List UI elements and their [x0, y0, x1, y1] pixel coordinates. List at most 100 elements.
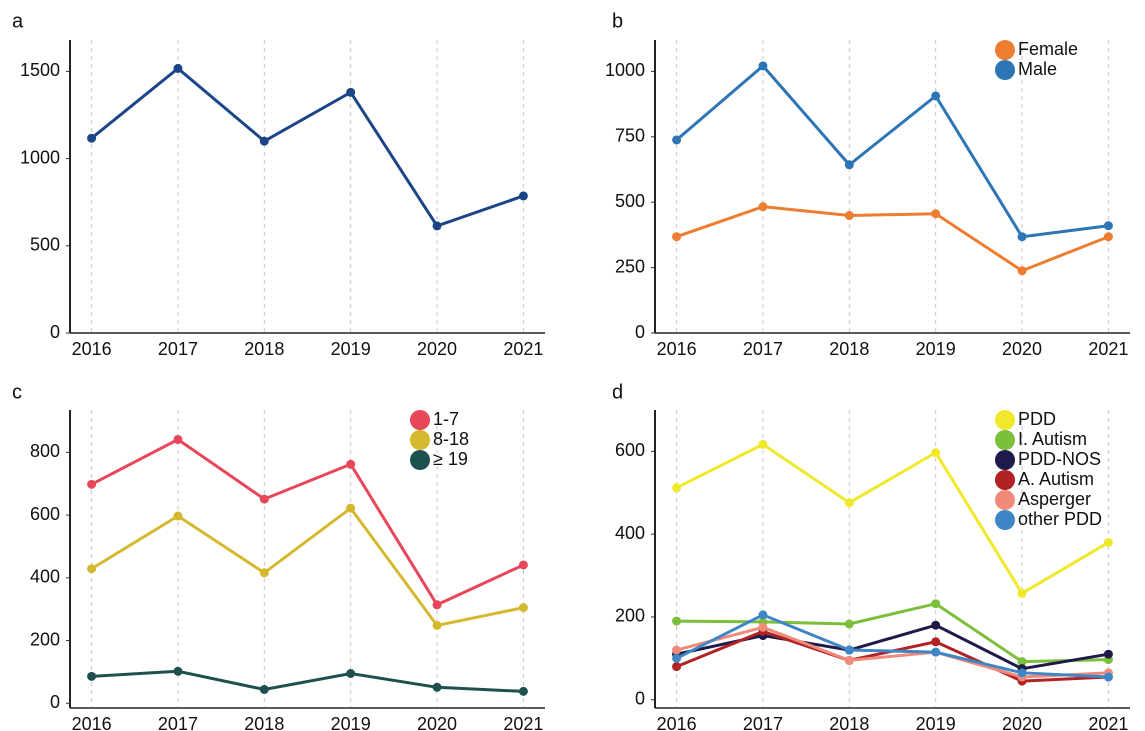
data-point: [758, 610, 768, 620]
data-point: [844, 655, 854, 665]
y-tick-label: 800: [30, 441, 60, 461]
data-point: [672, 662, 682, 672]
data-point: [1103, 232, 1113, 242]
data-point: [1017, 657, 1027, 667]
data-point: [844, 211, 854, 221]
legend-marker: [995, 490, 1015, 510]
legend-label: ≥ 19: [433, 449, 468, 469]
legend-marker: [995, 60, 1015, 80]
legend-label: Male: [1018, 59, 1057, 79]
data-point: [346, 459, 356, 469]
x-tick-label: 2021: [1088, 339, 1128, 359]
y-tick-label: 0: [635, 322, 645, 342]
legend-label: 8-18: [433, 429, 469, 449]
data-point: [931, 637, 941, 647]
data-point: [844, 645, 854, 655]
legend-label: PDD: [1018, 409, 1056, 429]
legend-marker: [995, 510, 1015, 530]
x-tick-label: 2016: [657, 339, 697, 359]
legend-marker: [410, 430, 430, 450]
x-tick-label: 2018: [829, 714, 869, 731]
data-point: [87, 564, 97, 574]
y-tick-label: 200: [30, 629, 60, 649]
x-tick-label: 2021: [503, 714, 543, 731]
data-point: [173, 511, 183, 521]
data-point: [931, 620, 941, 630]
data-point: [518, 603, 528, 613]
data-point: [1103, 649, 1113, 659]
data-point: [518, 191, 528, 201]
series-line: [675, 613, 1109, 679]
x-tick-label: 2021: [503, 339, 543, 359]
data-point: [1103, 537, 1113, 547]
x-tick-label: 2019: [331, 714, 371, 731]
x-tick-label: 2016: [72, 714, 112, 731]
legend-label: Asperger: [1018, 489, 1091, 509]
data-point: [87, 133, 97, 143]
x-tick-label: 2017: [158, 714, 198, 731]
series-line: [91, 669, 524, 693]
series-line: [90, 506, 524, 628]
panel-label: b: [612, 10, 623, 32]
x-tick-label: 2018: [244, 339, 284, 359]
data-point: [1017, 232, 1027, 242]
data-point: [259, 568, 269, 578]
y-tick-label: 1000: [20, 147, 60, 167]
data-point: [346, 668, 356, 678]
panel-label: d: [612, 381, 623, 403]
y-tick-label: 1500: [20, 60, 60, 80]
x-tick-label: 2017: [158, 339, 198, 359]
x-tick-label: 2018: [829, 339, 869, 359]
data-point: [346, 503, 356, 513]
data-point: [758, 61, 768, 71]
legend-marker: [995, 430, 1015, 450]
y-tick-label: 400: [615, 523, 645, 543]
data-point: [931, 647, 941, 657]
panel-label: a: [12, 10, 24, 32]
panel-label: c: [12, 381, 22, 403]
x-tick-label: 2016: [657, 714, 697, 731]
x-tick-label: 2019: [916, 714, 956, 731]
series-line: [675, 442, 1110, 596]
x-tick-label: 2017: [743, 339, 783, 359]
x-tick-label: 2020: [1002, 714, 1042, 731]
data-point: [1103, 672, 1113, 682]
data-point: [346, 87, 356, 97]
x-tick-label: 2021: [1088, 714, 1128, 731]
series-line: [676, 625, 1109, 679]
data-point: [173, 666, 183, 676]
series-line: [676, 205, 1109, 273]
y-tick-label: 400: [30, 567, 60, 587]
x-tick-label: 2020: [417, 714, 457, 731]
legend-label: I. Autism: [1018, 429, 1087, 449]
data-point: [87, 479, 97, 489]
data-point: [672, 232, 682, 242]
x-tick-label: 2018: [244, 714, 284, 731]
data-point: [931, 599, 941, 609]
data-point: [173, 434, 183, 444]
data-point: [844, 619, 854, 629]
legend-label: Female: [1018, 39, 1078, 59]
legend-marker: [410, 410, 430, 430]
legend-label: 1-7: [433, 409, 459, 429]
y-tick-label: 600: [615, 440, 645, 460]
data-point: [931, 91, 941, 101]
legend-marker: [995, 40, 1015, 60]
data-point: [432, 221, 442, 231]
data-point: [432, 600, 442, 610]
series-line: [675, 63, 1109, 239]
y-tick-label: 0: [50, 322, 60, 342]
data-point: [518, 686, 528, 696]
legend-marker: [410, 450, 430, 470]
data-point: [1103, 221, 1113, 231]
data-point: [844, 160, 854, 170]
y-tick-label: 0: [635, 688, 645, 708]
data-point: [672, 645, 682, 655]
data-point: [1017, 266, 1027, 276]
x-tick-label: 2017: [743, 714, 783, 731]
legend-marker: [995, 470, 1015, 490]
data-point: [758, 622, 768, 632]
data-point: [844, 498, 854, 508]
legend-label: A. Autism: [1018, 469, 1094, 489]
